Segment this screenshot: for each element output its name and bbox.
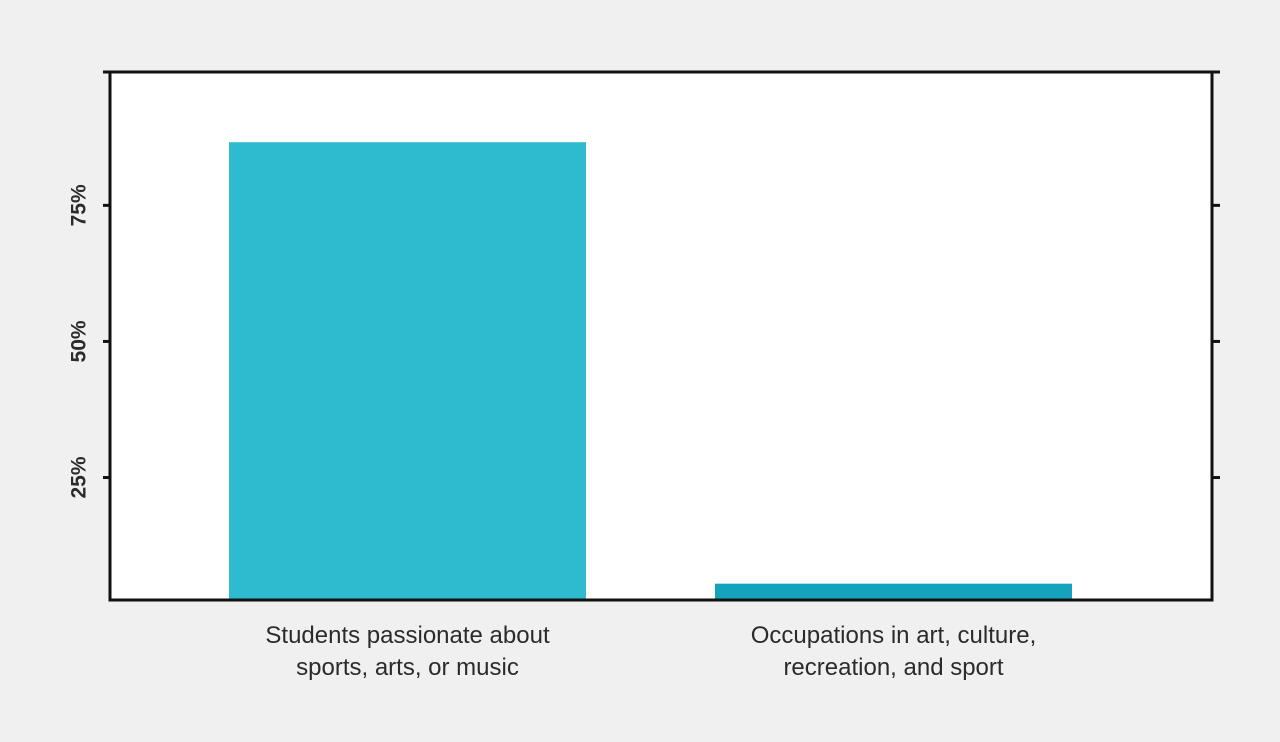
y-tick-label: 75% (68, 184, 91, 226)
x-tick-label: Occupations in art, culture, recreation,… (750, 622, 1037, 681)
x-tick-label: Students passionate about sports, arts, … (265, 622, 550, 681)
y-tick-label: 50% (68, 320, 91, 362)
bar (715, 583, 1072, 600)
plot-frame (108, 70, 1214, 602)
bar (229, 142, 586, 600)
y-tick-label: 25% (68, 456, 91, 498)
